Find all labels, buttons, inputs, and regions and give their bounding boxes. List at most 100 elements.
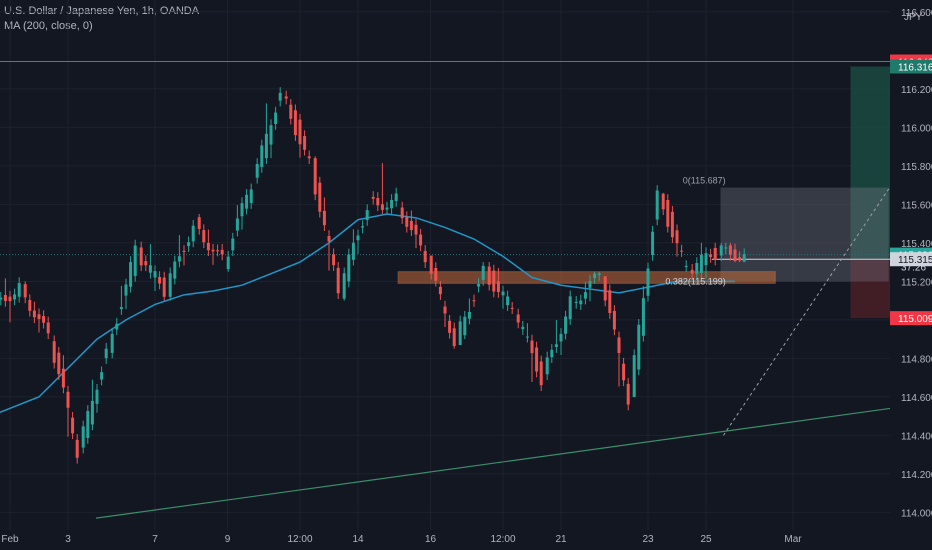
candle bbox=[385, 207, 389, 210]
candle bbox=[46, 322, 50, 334]
chart-legend: U.S. Dollar / Japanese Yen, 1h, OANDA MA… bbox=[4, 4, 199, 34]
candle bbox=[510, 307, 514, 309]
time-tick: Feb bbox=[1, 534, 19, 545]
price-label-bg bbox=[890, 252, 932, 267]
candle bbox=[332, 254, 336, 266]
candle bbox=[684, 266, 688, 268]
time-tick: Mar bbox=[784, 534, 802, 545]
candle bbox=[356, 235, 360, 241]
candle bbox=[32, 310, 36, 318]
candle bbox=[458, 321, 462, 346]
candle bbox=[139, 247, 143, 266]
candle bbox=[57, 352, 61, 375]
candle bbox=[554, 344, 558, 348]
candle bbox=[90, 400, 94, 425]
candle bbox=[307, 156, 311, 159]
currency-label: JPY bbox=[904, 12, 923, 23]
candle bbox=[419, 234, 423, 246]
fib-top-label: 0(115.687) bbox=[683, 176, 726, 186]
price-tick: 116.200 bbox=[901, 85, 932, 96]
candle bbox=[452, 328, 456, 347]
candle bbox=[709, 254, 713, 257]
candle bbox=[574, 301, 578, 303]
candle bbox=[400, 207, 404, 219]
candle bbox=[249, 189, 253, 204]
labels: 116.342116.316115.339115.315115.00937:26… bbox=[665, 54, 932, 326]
candle bbox=[550, 349, 554, 358]
candle bbox=[81, 426, 85, 448]
candle bbox=[481, 265, 485, 280]
price-label: 115.009 bbox=[898, 314, 932, 325]
price-label-bg bbox=[890, 311, 932, 326]
candle bbox=[3, 294, 7, 301]
candle bbox=[593, 273, 597, 279]
candle bbox=[738, 257, 742, 261]
candle bbox=[568, 296, 572, 320]
candle bbox=[666, 200, 670, 227]
candle bbox=[525, 336, 529, 338]
candle bbox=[8, 296, 12, 302]
candle bbox=[260, 145, 264, 167]
time-axis-bg bbox=[0, 530, 932, 550]
price-tick: 115.200 bbox=[901, 277, 932, 288]
candle bbox=[651, 231, 655, 255]
candle bbox=[603, 276, 607, 301]
candle bbox=[496, 281, 500, 292]
candle bbox=[719, 245, 723, 256]
candle bbox=[231, 238, 235, 251]
candle bbox=[13, 294, 17, 300]
candle bbox=[133, 245, 137, 276]
candle bbox=[202, 230, 206, 243]
candle bbox=[699, 254, 703, 273]
candle bbox=[211, 249, 215, 252]
candle bbox=[626, 383, 630, 405]
candle bbox=[733, 249, 737, 261]
candle bbox=[423, 250, 427, 263]
time-tick: 7 bbox=[152, 534, 158, 545]
candle bbox=[129, 262, 133, 287]
ma-indicator-label[interactable]: MA (200, close, 0) bbox=[4, 20, 93, 32]
candle bbox=[245, 194, 249, 209]
candle bbox=[327, 236, 331, 242]
candle bbox=[17, 283, 21, 297]
candle bbox=[477, 283, 481, 287]
projection-line bbox=[722, 186, 891, 436]
candle bbox=[742, 254, 746, 262]
lines bbox=[0, 61, 891, 519]
candle bbox=[579, 300, 583, 305]
candle bbox=[298, 119, 302, 145]
candle bbox=[278, 92, 282, 101]
price-tick: 115.600 bbox=[901, 200, 932, 211]
candle bbox=[264, 133, 268, 159]
time-tick: 12:00 bbox=[287, 534, 312, 545]
candle bbox=[95, 389, 99, 404]
ma-line bbox=[0, 213, 735, 413]
candle bbox=[641, 298, 645, 336]
candle bbox=[158, 277, 162, 284]
candle bbox=[293, 110, 297, 136]
price-label: 116.316 bbox=[898, 63, 932, 74]
candle bbox=[274, 112, 278, 125]
candle bbox=[119, 307, 123, 310]
candle bbox=[487, 266, 491, 285]
candle bbox=[182, 250, 186, 252]
candle bbox=[269, 125, 273, 145]
candle bbox=[539, 361, 543, 386]
fib-mid-label: 0.382(115.199) bbox=[665, 277, 725, 287]
candle bbox=[695, 263, 699, 274]
candle bbox=[148, 265, 152, 273]
candle bbox=[443, 306, 447, 314]
candle bbox=[680, 250, 684, 252]
candle bbox=[690, 269, 694, 274]
candle bbox=[448, 320, 452, 333]
candle bbox=[318, 182, 322, 212]
candle bbox=[216, 250, 220, 252]
candle bbox=[284, 96, 288, 99]
time-tick: 12:00 bbox=[490, 534, 515, 545]
time-axis: Feb 3 7 9 12:00 14 16 12:00 21 23 25 Mar bbox=[0, 530, 932, 550]
candle bbox=[545, 357, 549, 375]
candle bbox=[583, 292, 587, 299]
time-tick: 3 bbox=[65, 534, 71, 545]
candle bbox=[530, 340, 534, 354]
